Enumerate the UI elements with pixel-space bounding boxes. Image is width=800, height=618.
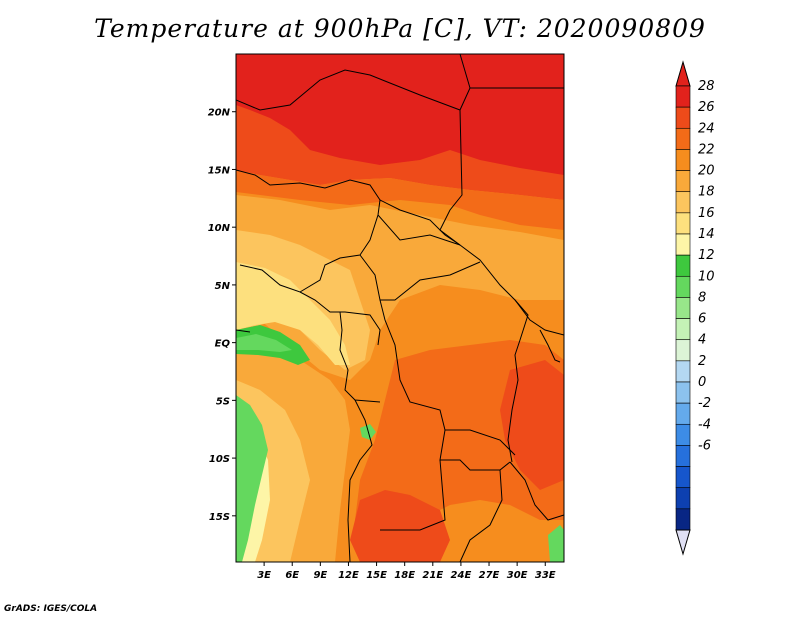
credit-label: GrADS: IGES/COLA	[4, 604, 98, 614]
map-title: Temperature at 900hPa [C], VT: 202009080…	[94, 14, 706, 43]
colorbar-swatch	[675, 466, 691, 489]
colorbar-label: 10	[698, 269, 715, 284]
colorbar-label: 28	[698, 79, 715, 94]
colorbar-swatch	[675, 233, 691, 256]
colorbar-label: 8	[698, 290, 706, 305]
field-spot-10-southeast	[548, 525, 564, 562]
colorbar-swatch	[675, 149, 691, 171]
colorbar-bottom-triangle	[675, 529, 691, 556]
colorbar-label: 12	[698, 248, 715, 263]
colorbar-swatch	[675, 318, 691, 341]
lon-tick-label: 18E	[394, 570, 415, 581]
lat-tick-label: 5S	[216, 396, 230, 407]
colorbar-label: 22	[698, 142, 715, 157]
lat-tick-label: 20N	[208, 108, 231, 119]
colorbar-swatch	[675, 212, 691, 235]
latitude-axis: 20N 15N 10N 5N EQ 5S 10S 15S	[208, 108, 236, 523]
colorbar-label: 24	[698, 121, 715, 136]
colorbar-swatch	[675, 402, 691, 425]
lon-tick-label: 15E	[366, 570, 387, 581]
lon-tick-label: 3E	[257, 570, 271, 581]
field-band-28-north	[236, 54, 564, 175]
colorbar-label: 6	[698, 312, 706, 327]
lon-tick-label: 12E	[338, 570, 359, 581]
map-frame	[235, 53, 565, 563]
lon-tick-label: 24E	[451, 570, 472, 581]
colorbar-label: 0	[698, 375, 706, 390]
colorbar-label: 2	[698, 354, 706, 369]
colorbar-label: 18	[698, 185, 715, 200]
colorbar-swatch	[675, 297, 691, 319]
colorbar-label: 14	[698, 227, 715, 242]
field-band-24-north	[236, 170, 564, 230]
lat-tick-label: EQ	[215, 339, 231, 350]
colorbar-label: -2	[698, 396, 711, 411]
temperature-field	[236, 54, 564, 562]
longitude-axis: 3E 6E 9E 12E 15E 18E 21E 24E 27E 30E 33E	[257, 562, 556, 581]
lat-tick-label: 5N	[215, 281, 231, 292]
colorbar-label: 20	[698, 164, 715, 179]
lat-tick-label: 10S	[209, 454, 230, 465]
lat-tick-label: 15S	[209, 512, 230, 523]
colorbar-swatch	[675, 191, 691, 214]
lat-tick-label: 10N	[208, 223, 231, 234]
colorbar-swatch	[675, 170, 691, 193]
colorbar-top-triangle	[675, 60, 691, 87]
lon-tick-label: 27E	[479, 570, 500, 581]
field-band-16-west	[236, 262, 350, 365]
field-band-10-southwest	[236, 395, 268, 562]
lon-tick-label: 6E	[285, 570, 299, 581]
colorbar-swatch	[675, 508, 691, 531]
colorbar-swatch	[675, 360, 691, 383]
colorbar-swatch	[675, 127, 691, 150]
lon-tick-label: 30E	[507, 570, 528, 581]
colorbar-label: 16	[698, 206, 715, 221]
colorbar-label: -6	[698, 438, 711, 453]
colorbar-label: 26	[698, 100, 715, 115]
colorbar-swatch	[675, 423, 691, 446]
lon-tick-label: 33E	[535, 570, 556, 581]
colorbar-swatch	[675, 85, 691, 108]
colorbar-label: 4	[698, 333, 706, 348]
colorbar-swatch	[675, 254, 691, 277]
lon-tick-label: 9E	[313, 570, 327, 581]
lat-tick-label: 15N	[208, 165, 231, 176]
colorbar-swatch	[675, 381, 691, 404]
colorbar-swatch	[675, 445, 691, 467]
colorbar-swatch	[675, 339, 691, 362]
country-borders	[236, 54, 564, 562]
colorbar-swatch	[675, 487, 691, 510]
colorbar-swatch	[675, 106, 691, 129]
colorbar-swatch	[675, 275, 691, 298]
lon-tick-label: 21E	[422, 570, 443, 581]
field-band-10-equator	[236, 334, 292, 352]
field-band-26-southwest	[350, 490, 450, 562]
colorbar-label: -4	[698, 417, 711, 432]
